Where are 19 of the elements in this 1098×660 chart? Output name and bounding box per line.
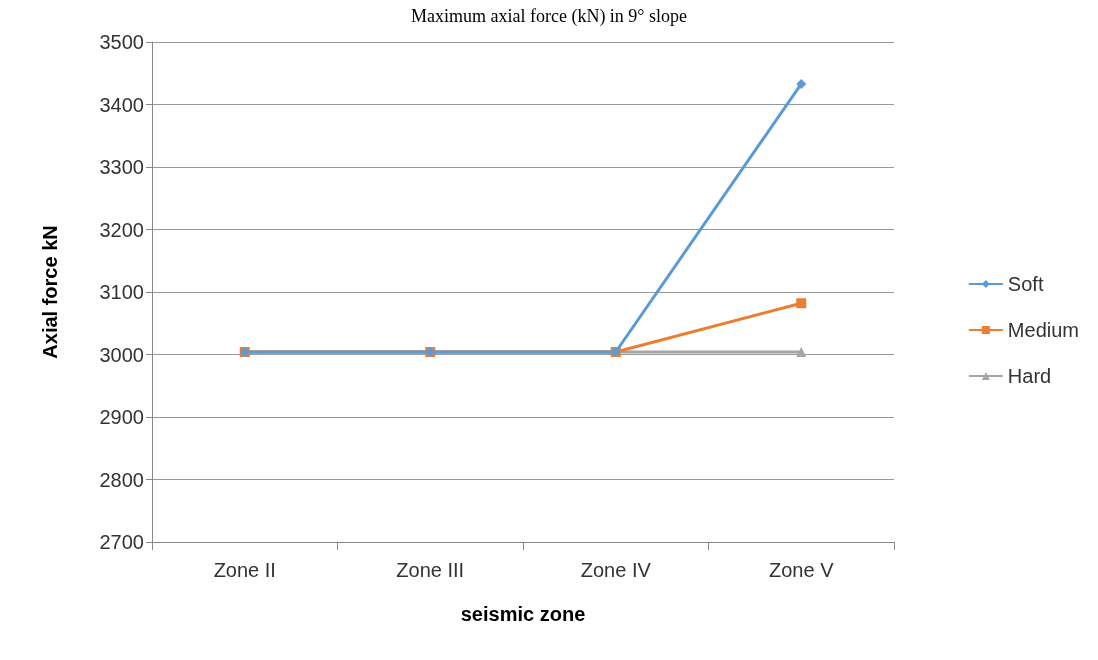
y-tick-label: 3400 xyxy=(99,93,144,116)
legend-label: Hard xyxy=(1007,365,1052,387)
y-tick-label: 2900 xyxy=(99,406,144,428)
y-tick-label: 3100 xyxy=(99,281,144,303)
y-tick-label: 2700 xyxy=(99,531,144,553)
x-tick-label: Zone II xyxy=(213,559,276,581)
y-axis-title: Axial force kN xyxy=(39,225,61,359)
y-tick-label: 3300 xyxy=(99,156,144,178)
legend-label: Medium xyxy=(1007,319,1080,341)
legend-label: Soft xyxy=(1007,273,1044,295)
y-tick-label: 3000 xyxy=(99,343,144,366)
x-tick-label: Zone III xyxy=(396,559,465,581)
x-axis-title: seismic zone xyxy=(460,603,586,625)
x-tick-label: Zone V xyxy=(769,559,835,581)
chart-title: Maximum axial force (kN) in 9° slope xyxy=(410,6,688,27)
y-tick-label: 2800 xyxy=(99,468,144,491)
x-tick-label: Zone IV xyxy=(580,559,652,581)
y-tick-label: 3200 xyxy=(99,218,144,241)
y-tick-label: 3500 xyxy=(99,31,144,53)
